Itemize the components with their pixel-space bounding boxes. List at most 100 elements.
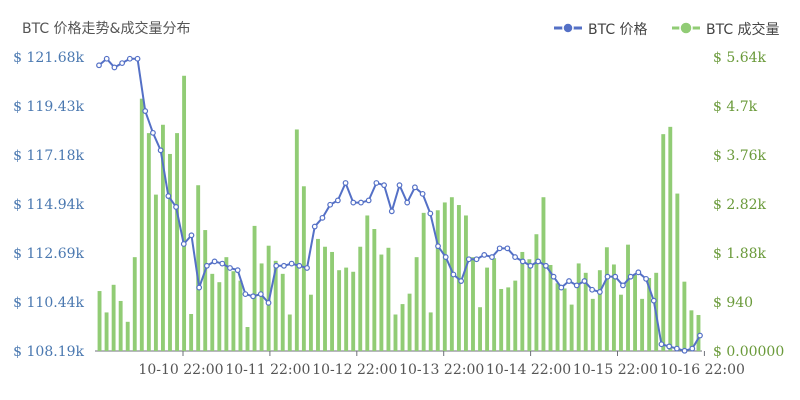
price-line-series bbox=[96, 55, 703, 354]
volume-bar bbox=[189, 313, 194, 351]
volume-bar bbox=[245, 327, 250, 351]
price-point bbox=[173, 204, 179, 210]
price-point bbox=[134, 55, 141, 62]
volume-bars bbox=[97, 75, 701, 352]
volume-bar bbox=[210, 273, 215, 351]
price-point bbox=[358, 199, 364, 206]
volume-bar bbox=[696, 315, 701, 351]
volume-bar bbox=[485, 267, 490, 351]
price-point bbox=[473, 256, 480, 263]
volume-bar bbox=[372, 229, 377, 351]
price-point bbox=[188, 232, 195, 239]
volume-bar bbox=[414, 257, 419, 351]
price-point bbox=[450, 271, 457, 278]
volume-bar bbox=[231, 271, 236, 351]
y-axis-right: $ 0.00000 $ 940 $ 1.88k $ 2.82k $ 3.76k $ 4.7… bbox=[713, 50, 784, 360]
volume-bar bbox=[569, 304, 574, 351]
volume-bar bbox=[323, 246, 327, 351]
legend-item-price[interactable]: BTC 价格 bbox=[554, 22, 648, 38]
price-point bbox=[535, 258, 542, 265]
volume-bar bbox=[238, 280, 243, 351]
price-point bbox=[442, 254, 449, 260]
price-point bbox=[504, 245, 511, 252]
volume-bar bbox=[492, 258, 497, 351]
price-point bbox=[435, 243, 441, 250]
y-right-tick-label: $ 940 bbox=[713, 295, 753, 311]
volume-bar bbox=[464, 215, 468, 351]
y-left-tick-label: $ 121.68k bbox=[13, 50, 84, 66]
volume-bar bbox=[562, 288, 567, 351]
price-point bbox=[311, 223, 318, 230]
price-point bbox=[419, 190, 426, 197]
volume-bar bbox=[541, 197, 546, 351]
y-right-tick-label: $ 5.64k bbox=[713, 50, 767, 66]
price-point bbox=[373, 180, 380, 186]
volume-bar bbox=[590, 298, 595, 351]
volume-bar bbox=[400, 304, 405, 351]
volume-bar bbox=[104, 312, 109, 351]
price-point bbox=[465, 256, 472, 263]
volume-bar bbox=[435, 210, 440, 351]
price-point bbox=[196, 284, 203, 291]
x-tick-label: 10-14 22:00 bbox=[486, 362, 571, 378]
volume-bar bbox=[97, 291, 102, 351]
volume-bar bbox=[217, 282, 222, 351]
chart-title: BTC 价格走势&成交量分布 bbox=[22, 20, 190, 37]
y-left-tick-label: $ 110.44k bbox=[13, 295, 84, 311]
x-tick-label: 10-13 22:00 bbox=[399, 362, 484, 378]
price-point bbox=[558, 284, 565, 291]
price-point bbox=[650, 297, 657, 304]
price-point bbox=[365, 197, 372, 204]
volume-bar bbox=[689, 310, 694, 351]
price-point bbox=[234, 267, 241, 274]
y-right-tick-label: $ 1.88k bbox=[713, 246, 767, 262]
legend-label-price: BTC 价格 bbox=[588, 22, 648, 38]
price-point bbox=[211, 258, 218, 265]
y-left-tick-label: $ 114.94k bbox=[13, 197, 84, 213]
price-point bbox=[581, 278, 588, 284]
volume-bar bbox=[139, 98, 144, 351]
volume-bar bbox=[351, 271, 356, 351]
volume-bar bbox=[513, 280, 518, 351]
price-point bbox=[381, 182, 387, 189]
legend-item-volume[interactable]: BTC 成交量 bbox=[672, 21, 780, 38]
price-point bbox=[643, 275, 649, 282]
volume-bar bbox=[224, 257, 229, 351]
price-point bbox=[111, 64, 118, 71]
price-point bbox=[519, 258, 526, 265]
price-point bbox=[496, 245, 503, 252]
volume-bar bbox=[548, 264, 553, 351]
price-point bbox=[527, 262, 534, 269]
y-left-tick-label: $ 117.18k bbox=[13, 148, 84, 164]
y-left-tick-label: $ 119.43k bbox=[13, 99, 84, 115]
volume-bar bbox=[661, 134, 666, 351]
price-point bbox=[427, 210, 434, 217]
volume-bar bbox=[294, 129, 299, 351]
volume-bar bbox=[168, 153, 172, 351]
volume-bar bbox=[471, 257, 475, 351]
price-point bbox=[250, 293, 257, 300]
volume-bar bbox=[365, 215, 370, 351]
volume-bar bbox=[597, 270, 602, 351]
price-point bbox=[550, 273, 557, 280]
price-point bbox=[596, 289, 603, 295]
price-point bbox=[697, 332, 703, 339]
price-point bbox=[481, 251, 488, 258]
price-point bbox=[350, 199, 357, 206]
volume-bar bbox=[675, 193, 680, 351]
price-point bbox=[96, 62, 102, 69]
legend-label-volume: BTC 成交量 bbox=[706, 21, 780, 38]
volume-bar bbox=[499, 288, 504, 351]
price-point bbox=[180, 241, 187, 247]
price-point bbox=[512, 254, 518, 260]
x-tick-label: 10-15 22:00 bbox=[573, 362, 658, 378]
price-point bbox=[589, 286, 596, 293]
price-line bbox=[98, 57, 701, 352]
volume-bar bbox=[273, 260, 278, 351]
y-right-tick-label: $ 2.82k bbox=[713, 197, 767, 213]
price-point bbox=[304, 265, 310, 271]
legend[interactable]: BTC 价格 BTC 成交量 bbox=[554, 21, 780, 38]
volume-bar bbox=[478, 307, 482, 351]
price-point bbox=[265, 299, 272, 306]
